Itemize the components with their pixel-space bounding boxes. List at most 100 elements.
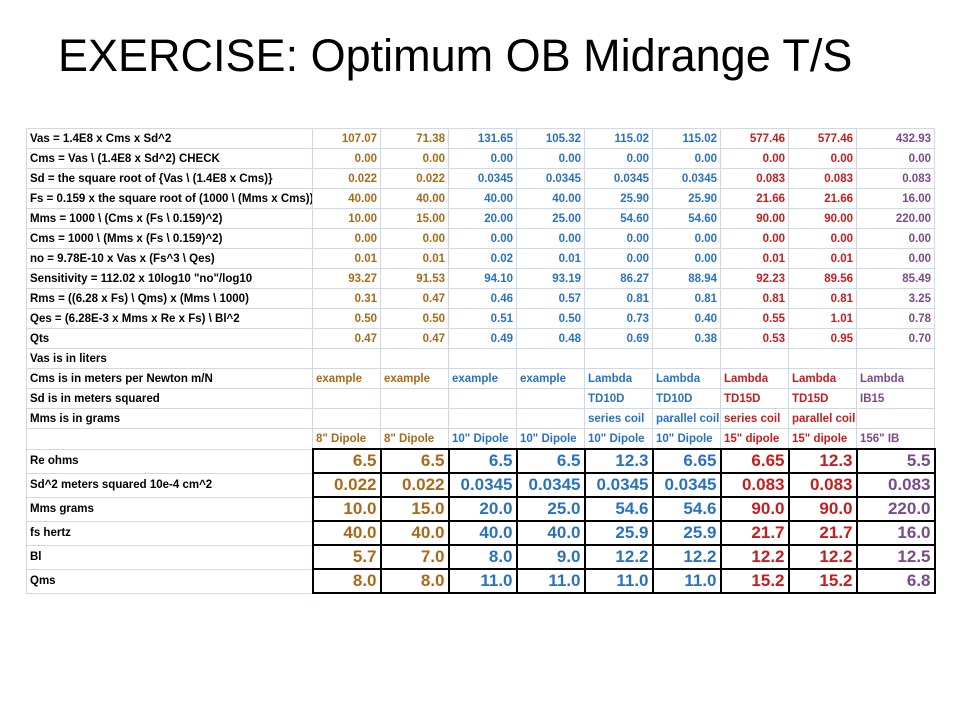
value-cell[interactable]: 25.0 [515,496,586,522]
value-cell[interactable]: 12.2 [583,544,654,570]
value-cell[interactable] [312,348,381,369]
value-cell[interactable]: 0.083 [788,168,857,189]
value-cell[interactable]: 25.9 [651,520,722,546]
value-cell[interactable]: 0.53 [720,328,789,349]
value-cell[interactable]: 40.0 [311,520,382,546]
value-cell[interactable]: 40.0 [515,520,586,546]
value-cell[interactable] [652,348,721,369]
value-cell[interactable]: 0.01 [516,248,585,269]
value-cell[interactable]: 40.00 [380,188,449,209]
value-cell[interactable]: 15.2 [787,568,858,594]
value-cell[interactable]: 54.60 [652,208,721,229]
value-cell[interactable]: 0.00 [312,228,381,249]
value-cell[interactable]: 0.022 [380,168,449,189]
value-cell[interactable]: example [448,368,517,389]
value-cell[interactable] [720,348,789,369]
value-cell[interactable]: 12.2 [651,544,722,570]
value-cell[interactable]: 0.083 [720,168,789,189]
value-cell[interactable]: 8.0 [379,568,450,594]
value-cell[interactable]: 11.0 [447,568,518,594]
value-cell[interactable]: 0.57 [516,288,585,309]
value-cell[interactable]: 6.65 [719,448,790,474]
value-cell[interactable]: parallel coil [652,408,721,429]
value-cell[interactable]: example [516,368,585,389]
value-cell[interactable]: series coil [720,408,789,429]
value-cell[interactable]: 0.0345 [652,168,721,189]
value-cell[interactable]: 10.00 [312,208,381,229]
value-cell[interactable]: 0.49 [448,328,517,349]
value-cell[interactable]: 88.94 [652,268,721,289]
value-cell[interactable]: 0.00 [380,148,449,169]
value-cell[interactable] [516,348,585,369]
value-cell[interactable]: 91.53 [380,268,449,289]
value-cell[interactable]: 15.2 [719,568,790,594]
value-cell[interactable]: 0.47 [380,288,449,309]
value-cell[interactable]: 40.0 [379,520,450,546]
value-cell[interactable]: 220.0 [855,496,936,522]
value-cell[interactable]: 0.00 [788,228,857,249]
value-cell[interactable]: IB15 [856,388,935,409]
value-cell[interactable]: 6.5 [447,448,518,474]
value-cell[interactable]: Lambda [856,368,935,389]
value-cell[interactable]: 21.66 [788,188,857,209]
value-cell[interactable]: 0.55 [720,308,789,329]
value-cell[interactable]: 0.81 [584,288,653,309]
value-cell[interactable]: 577.46 [788,128,857,149]
value-cell[interactable]: TD15D [720,388,789,409]
value-cell[interactable]: 10" Dipole [448,428,517,450]
value-cell[interactable]: 0.51 [448,308,517,329]
value-cell[interactable]: 0.022 [379,472,450,498]
value-cell[interactable]: 0.81 [720,288,789,309]
value-cell[interactable]: 6.5 [311,448,382,474]
value-cell[interactable]: 0.00 [720,228,789,249]
value-cell[interactable]: 0.00 [312,148,381,169]
value-cell[interactable]: 0.00 [652,148,721,169]
value-cell[interactable] [516,388,585,409]
value-cell[interactable]: 54.6 [583,496,654,522]
value-cell[interactable]: 577.46 [720,128,789,149]
value-cell[interactable]: 0.02 [448,248,517,269]
value-cell[interactable]: 0.95 [788,328,857,349]
value-cell[interactable]: series coil [584,408,653,429]
value-cell[interactable]: 0.083 [855,472,936,498]
value-cell[interactable]: 0.50 [516,308,585,329]
value-cell[interactable]: Lambda [720,368,789,389]
value-cell[interactable]: 12.2 [719,544,790,570]
value-cell[interactable]: 12.5 [855,544,936,570]
value-cell[interactable]: 86.27 [584,268,653,289]
value-cell[interactable]: 15" dipole [788,428,857,450]
value-cell[interactable]: 0.0345 [515,472,586,498]
value-cell[interactable]: 0.0345 [447,472,518,498]
value-cell[interactable]: 0.01 [720,248,789,269]
value-cell[interactable]: 12.2 [787,544,858,570]
value-cell[interactable]: 8.0 [311,568,382,594]
value-cell[interactable]: 0.00 [380,228,449,249]
value-cell[interactable] [448,408,517,429]
value-cell[interactable]: 0.38 [652,328,721,349]
value-cell[interactable] [380,388,449,409]
value-cell[interactable]: 3.25 [856,288,935,309]
value-cell[interactable]: 15.0 [379,496,450,522]
value-cell[interactable]: 0.73 [584,308,653,329]
value-cell[interactable]: 0.0345 [448,168,517,189]
value-cell[interactable]: 8" Dipole [312,428,381,450]
value-cell[interactable]: 90.00 [720,208,789,229]
value-cell[interactable]: 90.00 [788,208,857,229]
value-cell[interactable]: TD10D [584,388,653,409]
value-cell[interactable] [312,388,381,409]
value-cell[interactable]: 54.60 [584,208,653,229]
value-cell[interactable] [448,348,517,369]
value-cell[interactable]: 21.66 [720,188,789,209]
value-cell[interactable]: 0.0345 [651,472,722,498]
value-cell[interactable] [584,348,653,369]
value-cell[interactable] [448,388,517,409]
value-cell[interactable]: 0.81 [652,288,721,309]
value-cell[interactable]: 8.0 [447,544,518,570]
value-cell[interactable]: 92.23 [720,268,789,289]
value-cell[interactable]: 0.01 [312,248,381,269]
value-cell[interactable]: 0.0345 [516,168,585,189]
value-cell[interactable] [856,348,935,369]
value-cell[interactable]: 21.7 [719,520,790,546]
value-cell[interactable]: 11.0 [515,568,586,594]
value-cell[interactable]: 0.00 [856,148,935,169]
